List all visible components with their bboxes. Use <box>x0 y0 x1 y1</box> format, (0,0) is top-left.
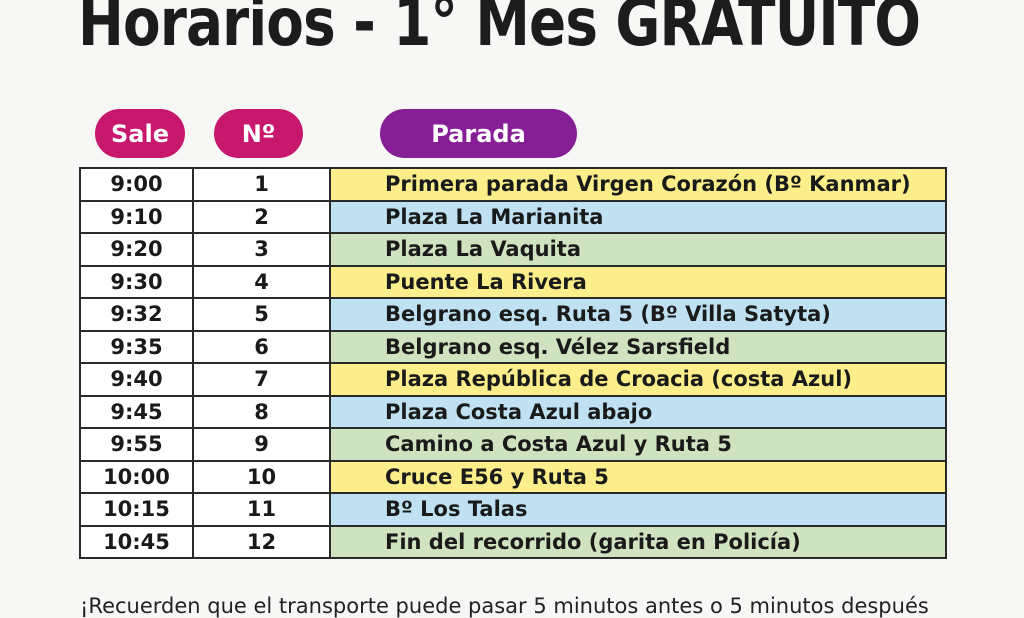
stop-number: 11 <box>192 492 331 527</box>
stop-name: Cruce E56 y Ruta 5 <box>329 459 947 494</box>
footnote: ¡Recuerden que el transporte puede pasar… <box>80 594 929 618</box>
departure-time: 10:45 <box>79 524 194 559</box>
departure-time: 10:00 <box>79 459 194 494</box>
stop-number: 5 <box>192 297 331 332</box>
departure-time: 9:40 <box>79 362 194 397</box>
stop-number: 8 <box>192 394 331 429</box>
table-row: 9:30 4 Puente La Rivera <box>79 264 947 299</box>
header-sale-pill: Sale <box>95 109 185 158</box>
stop-number: 10 <box>192 459 331 494</box>
header-parada-pill: Parada <box>380 109 577 158</box>
departure-time: 10:15 <box>79 492 194 527</box>
table-row: 9:00 1 Primera parada Virgen Corazón (Bº K… <box>79 167 947 202</box>
departure-time: 9:45 <box>79 394 194 429</box>
table-row: 9:32 5 Belgrano esq. Ruta 5 (Bº Villa Saty… <box>79 297 947 332</box>
departure-time: 9:55 <box>79 427 194 462</box>
stop-name: Primera parada Virgen Corazón (Bº Kanmar… <box>329 167 947 202</box>
stop-name: Puente La Rivera <box>329 264 947 299</box>
table-row: 10:15 11 Bº Los Talas <box>79 492 947 527</box>
table-row: 9:20 3 Plaza La Vaquita <box>79 232 947 267</box>
stop-number: 1 <box>192 167 331 202</box>
departure-time: 9:32 <box>79 297 194 332</box>
departure-time: 9:10 <box>79 199 194 234</box>
stop-number: 6 <box>192 329 331 364</box>
stop-name: Belgrano esq. Vélez Sarsfield <box>329 329 947 364</box>
table-row: 9:40 7 Plaza República de Croacia (costa A… <box>79 362 947 397</box>
stop-name: Plaza República de Croacia (costa Azul) <box>329 362 947 397</box>
table-row: 10:00 10 Cruce E56 y Ruta 5 <box>79 459 947 494</box>
stop-name: Belgrano esq. Ruta 5 (Bº Villa Satyta) <box>329 297 947 332</box>
stop-name: Plaza Costa Azul abajo <box>329 394 947 429</box>
page-title: Horarios - 1° Mes GRATUITO <box>78 0 921 61</box>
stop-number: 4 <box>192 264 331 299</box>
departure-time: 9:35 <box>79 329 194 364</box>
stop-name: Fin del recorrido (garita en Policía) <box>329 524 947 559</box>
schedule-table: 9:00 1 Primera parada Virgen Corazón (Bº K… <box>79 167 947 559</box>
table-row: 9:45 8 Plaza Costa Azul abajo <box>79 394 947 429</box>
table-row: 9:10 2 Plaza La Marianita <box>79 199 947 234</box>
stop-name: Bº Los Talas <box>329 492 947 527</box>
stop-number: 7 <box>192 362 331 397</box>
departure-time: 9:00 <box>79 167 194 202</box>
stop-name: Camino a Costa Azul y Ruta 5 <box>329 427 947 462</box>
departure-time: 9:20 <box>79 232 194 267</box>
table-row: 10:45 12 Fin del recorrido (garita en Poli… <box>79 524 947 559</box>
departure-time: 9:30 <box>79 264 194 299</box>
stop-number: 2 <box>192 199 331 234</box>
table-row: 9:55 9 Camino a Costa Azul y Ruta 5 <box>79 427 947 462</box>
stop-number: 9 <box>192 427 331 462</box>
stop-name: Plaza La Marianita <box>329 199 947 234</box>
header-number-pill: Nº <box>214 109 303 158</box>
stop-number: 12 <box>192 524 331 559</box>
stop-name: Plaza La Vaquita <box>329 232 947 267</box>
stop-number: 3 <box>192 232 331 267</box>
table-row: 9:35 6 Belgrano esq. Vélez Sarsfield <box>79 329 947 364</box>
